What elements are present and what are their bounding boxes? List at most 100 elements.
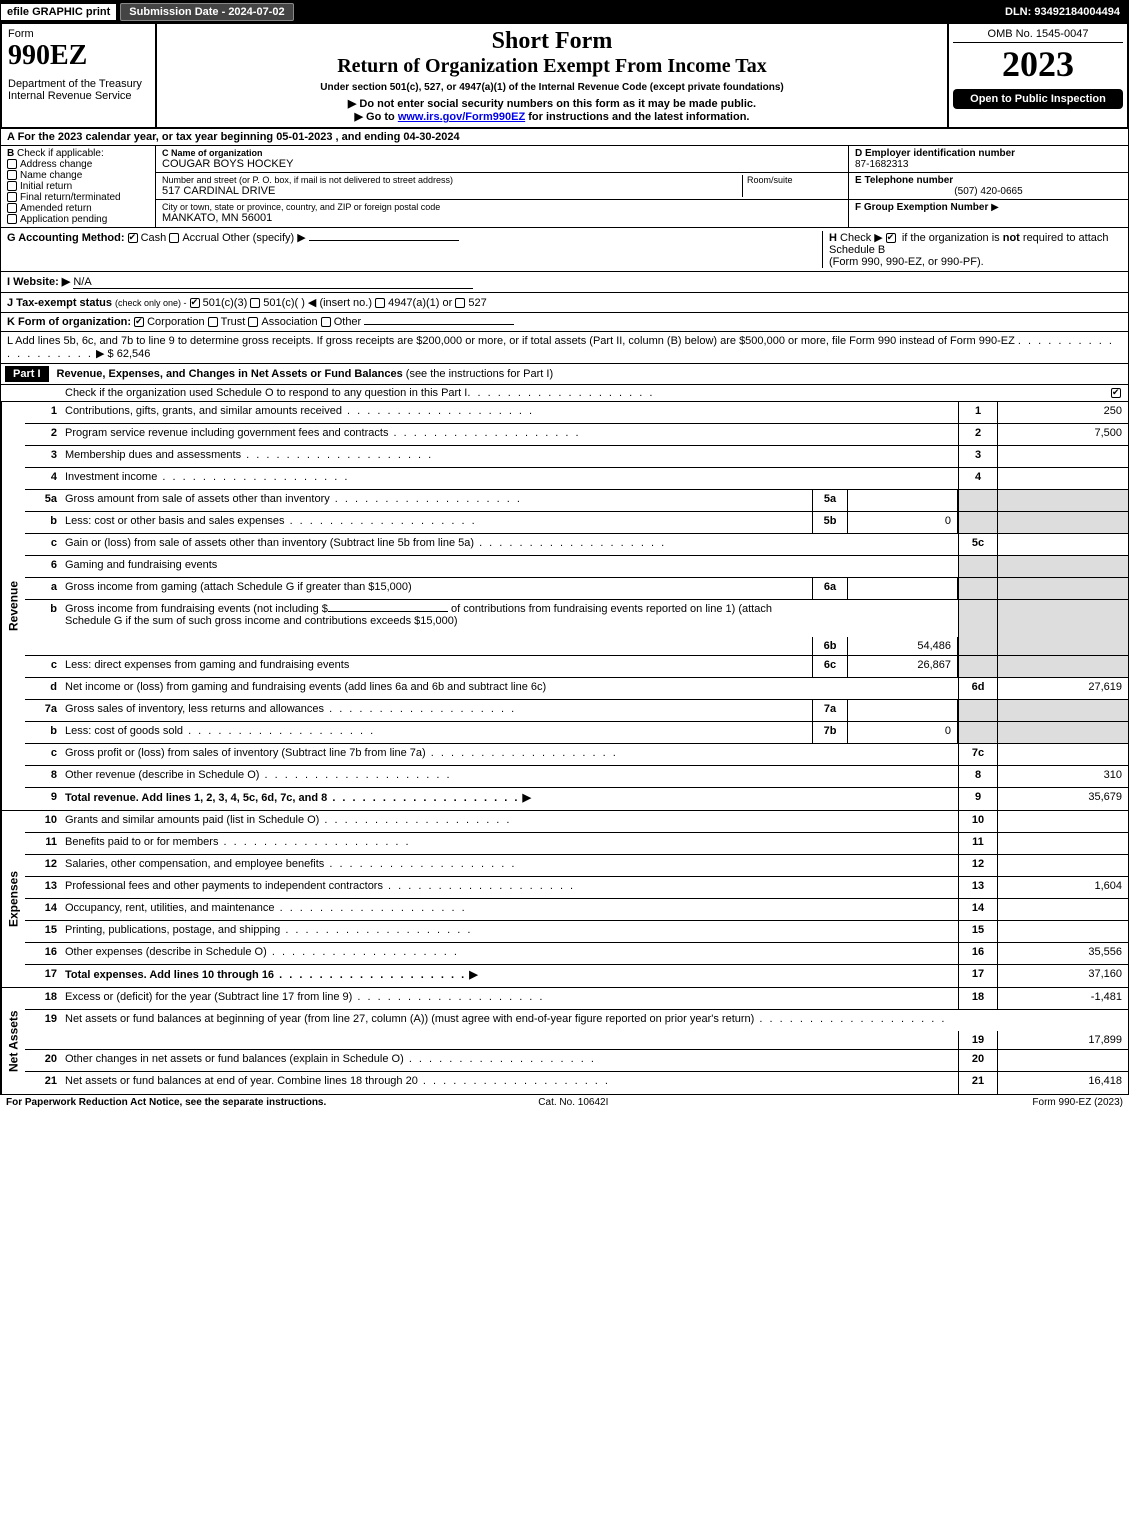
ln6a-desc: Gross income from gaming (attach Schedul… (61, 578, 812, 599)
ln7b-mv: 0 (848, 722, 958, 743)
ln12-rv (998, 855, 1128, 876)
ln6-num: 6 (25, 556, 61, 577)
opt-other: Other (specify) ▶ (222, 232, 306, 244)
ln12-desc: Salaries, other compensation, and employ… (65, 858, 324, 870)
cb-4947[interactable] (375, 298, 385, 308)
ln15-desc: Printing, publications, postage, and shi… (65, 924, 280, 936)
section-def: D Employer identification number 87-1682… (848, 146, 1128, 227)
cb-trust[interactable] (208, 317, 218, 327)
ln6b-num: b (25, 600, 61, 655)
cb-final[interactable] (7, 192, 17, 202)
ln4-num: 4 (25, 468, 61, 489)
section-g: G Accounting Method: Cash Accrual Other … (7, 231, 822, 268)
section-h: H Check ▶ if the organization is not req… (822, 231, 1122, 268)
ln19-rv: 17,899 (998, 1031, 1128, 1049)
ln20-num: 20 (25, 1050, 61, 1071)
ln5a-mv (848, 490, 958, 511)
side-expenses: Expenses (1, 811, 25, 987)
header-right: OMB No. 1545-0047 2023 Open to Public In… (947, 24, 1127, 127)
ln7a-mn: 7a (812, 700, 848, 721)
ln7c-rv (998, 744, 1128, 765)
section-j: J Tax-exempt status (check only one) - 5… (0, 293, 1129, 313)
cb-amended[interactable] (7, 203, 17, 213)
ln9-desc: Total revenue. Add lines 1, 2, 3, 4, 5c,… (65, 792, 327, 804)
section-a: A For the 2023 calendar year, or tax yea… (0, 129, 1129, 146)
ln5c-num: c (25, 534, 61, 555)
cb-501c3[interactable] (190, 298, 200, 308)
form-header: Form 990EZ Department of the Treasury In… (0, 24, 1129, 129)
ln5a-rn (958, 490, 998, 511)
ln19-rn: 19 (958, 1031, 998, 1049)
header-center: Short Form Return of Organization Exempt… (157, 24, 947, 127)
cb-schedule-o[interactable] (1111, 388, 1121, 398)
opt-name: Name change (20, 170, 82, 181)
ln16-rn: 16 (958, 943, 998, 964)
ln3-desc: Membership dues and assessments (65, 449, 241, 461)
form-word: Form (8, 28, 149, 40)
ln16-rv: 35,556 (998, 943, 1128, 964)
cb-name-change[interactable] (7, 170, 17, 180)
ln21-rv: 16,418 (998, 1072, 1128, 1094)
ln5a-mn: 5a (812, 490, 848, 511)
ln3-rv (998, 446, 1128, 467)
ln5b-mn: 5b (812, 512, 848, 533)
section-c: C Name of organization COUGAR BOYS HOCKE… (156, 146, 848, 227)
footer-right: Form 990-EZ (2023) (1032, 1097, 1123, 1108)
ln7b-rn (958, 722, 998, 743)
insert-no: ◀ (insert no.) (308, 297, 372, 309)
ln14-desc: Occupancy, rent, utilities, and maintena… (65, 902, 275, 914)
opt-address: Address change (20, 159, 92, 170)
efile-label: efile GRAPHIC print (1, 4, 116, 20)
opt-527: 527 (468, 297, 486, 309)
cb-h[interactable] (886, 233, 896, 243)
cb-address-change[interactable] (7, 159, 17, 169)
ln11-rn: 11 (958, 833, 998, 854)
ln6d-rn: 6d (958, 678, 998, 699)
cb-501c[interactable] (250, 298, 260, 308)
h-label: H (829, 232, 837, 244)
ln6d-rv: 27,619 (998, 678, 1128, 699)
cb-527[interactable] (455, 298, 465, 308)
ln20-rn: 20 (958, 1050, 998, 1071)
ln8-desc: Other revenue (describe in Schedule O) (65, 769, 259, 781)
ln5c-rv (998, 534, 1128, 555)
ln12-rn: 12 (958, 855, 998, 876)
ln17-rn: 17 (958, 965, 998, 987)
l-arrow: ▶ $ (96, 348, 114, 360)
g-label: G Accounting Method: (7, 232, 125, 244)
submission-date-button[interactable]: Submission Date - 2024-07-02 (120, 3, 293, 21)
opt-amended: Amended return (20, 203, 92, 214)
ln4-rv (998, 468, 1128, 489)
ln16-desc: Other expenses (describe in Schedule O) (65, 946, 267, 958)
l-text: L Add lines 5b, 6c, and 7b to line 9 to … (7, 335, 1015, 347)
ln6c-mv: 26,867 (848, 656, 958, 677)
cb-pending[interactable] (7, 214, 17, 224)
omb-label: OMB No. 1545-0047 (953, 28, 1123, 43)
cb-cash[interactable] (128, 233, 138, 243)
goto-line: ▶ Go to www.irs.gov/Form990EZ for instru… (161, 110, 943, 123)
side-netassets: Net Assets (1, 988, 25, 1094)
ln5a-rv (998, 490, 1128, 511)
ln16-num: 16 (25, 943, 61, 964)
section-i: I Website: ▶ N/A (0, 272, 1129, 293)
ln21-num: 21 (25, 1072, 61, 1094)
tel-label: E Telephone number (855, 175, 1122, 186)
ln6b-blank (328, 611, 448, 612)
goto-link[interactable]: www.irs.gov/Form990EZ (398, 111, 525, 123)
cb-other-org[interactable] (321, 317, 331, 327)
netassets-table: Net Assets 18Excess or (deficit) for the… (0, 988, 1129, 1095)
other-specify-line (309, 240, 459, 241)
city-label: City or town, state or province, country… (162, 202, 842, 212)
cb-assoc[interactable] (248, 317, 258, 327)
ln6a-rv (998, 578, 1128, 599)
opt-501c: 501(c)( ) (263, 297, 305, 309)
cb-accrual[interactable] (169, 233, 179, 243)
cb-corp[interactable] (134, 317, 144, 327)
cb-initial[interactable] (7, 181, 17, 191)
ln4-rn: 4 (958, 468, 998, 489)
ln15-rv (998, 921, 1128, 942)
b-check: Check if applicable: (17, 148, 104, 159)
ln6a-mv (848, 578, 958, 599)
grp-label: F Group Exemption Number (855, 202, 988, 213)
dept-label: Department of the Treasury (8, 78, 149, 90)
